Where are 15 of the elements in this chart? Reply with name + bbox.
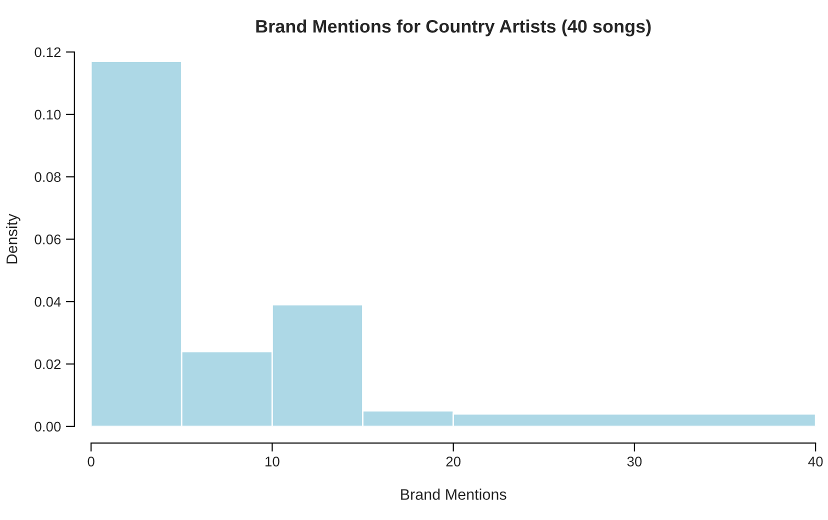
y-tick-label: 0.12	[34, 47, 61, 58]
x-tick-label: 30	[627, 456, 642, 466]
y-tick-label: 0.08	[34, 172, 61, 182]
x-tick-label: 0	[88, 456, 94, 466]
y-tick-label: 0.00	[34, 422, 61, 432]
x-tick-label: 10	[266, 456, 280, 466]
x-tick-label: 20	[446, 456, 461, 466]
y-tick-label: 0.06	[34, 234, 61, 244]
x-axis-title: Brand Mentions	[401, 488, 506, 500]
y-tick-label: 0.04	[34, 296, 61, 307]
x-tick-label: 40	[808, 456, 823, 466]
chart-title: Brand Mentions for Country Artists (40 songs)	[256, 19, 651, 36]
y-tick-label: 0.10	[34, 110, 61, 120]
y-axis-title: Density	[6, 214, 20, 264]
y-tick-label: 0.02	[34, 359, 61, 370]
